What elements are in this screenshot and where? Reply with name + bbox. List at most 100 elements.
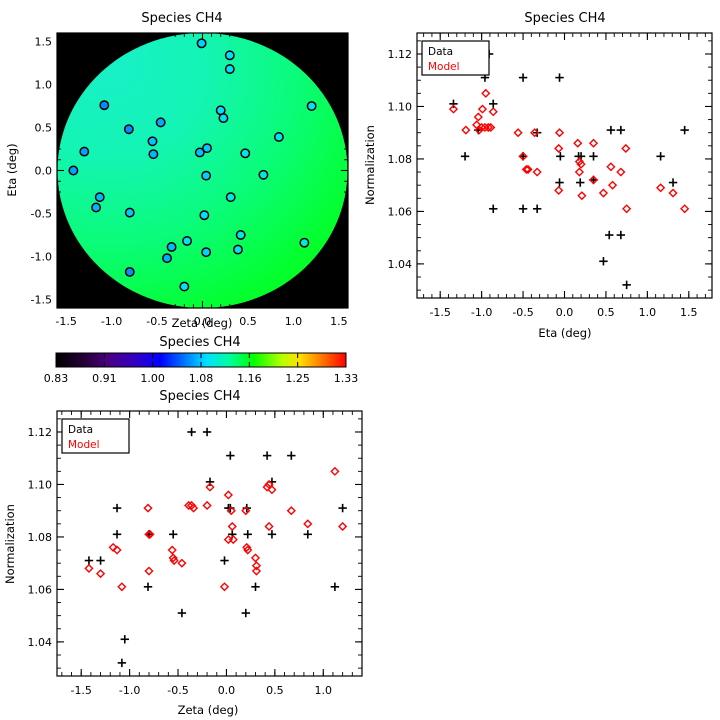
colorbar-ticks: [55, 353, 347, 367]
field-map-point: [233, 244, 243, 255]
data-point-marker: [616, 230, 626, 240]
field-map-point: [218, 113, 229, 124]
norm-zeta-ticks: [57, 411, 363, 676]
norm-zeta-legend: Data Model: [61, 418, 130, 454]
model-point-marker: [481, 88, 491, 98]
data-point-marker: [84, 556, 94, 565]
data-point-marker: [187, 427, 196, 437]
colorbar-tick-label: 1.25: [285, 372, 310, 385]
model-point-marker: [143, 503, 153, 513]
legend-box: [421, 40, 490, 76]
model-point-marker: [219, 582, 230, 592]
model-point-marker: [112, 545, 122, 555]
model-point-marker: [576, 159, 586, 169]
legend-model-label: Model: [68, 439, 100, 451]
field-map-point: [179, 281, 190, 292]
model-point-marker: [227, 521, 237, 532]
model-point-marker: [145, 529, 155, 539]
x-tick-label: -0.5: [512, 306, 533, 319]
x-tick-label: 1.0: [315, 684, 333, 697]
data-point-marker: [220, 556, 229, 565]
data-point-marker: [96, 556, 105, 565]
norm-zeta-tick-labels: -1.5 -1.0 -0.5 0.0 0.5 1.0 1.04 1.06 1.08 1.10 1.1…: [28, 426, 333, 697]
data-point-marker: [622, 280, 631, 290]
data-point-marker: [576, 178, 585, 187]
y-tick-label: 1.12: [388, 48, 413, 61]
model-point-marker: [486, 122, 496, 133]
field-map-point: [68, 165, 79, 176]
model-point-marker: [226, 506, 236, 516]
data-point-marker: [589, 152, 598, 161]
data-point-marker: [555, 73, 564, 82]
model-point-marker: [223, 490, 233, 500]
panel-norm-vs-eta: Species CH4 -1.5 -1.0 -0.5 0.0 0.5 1.0 1.5 1.04…: [360, 0, 720, 345]
model-point-marker: [167, 545, 177, 555]
x-tick-label: -0.5: [167, 684, 188, 697]
model-point-marker: [108, 542, 118, 553]
model-point-marker: [303, 519, 313, 529]
model-point-marker: [532, 167, 542, 177]
model-point-marker: [521, 164, 531, 175]
field-map-point: [199, 210, 210, 221]
norm-eta-svg: Species CH4 -1.5 -1.0 -0.5 0.0 0.5 1.0 1.5 1.04…: [363, 11, 713, 340]
model-point-marker: [202, 500, 212, 511]
x-tick-label: 0.0: [194, 315, 212, 328]
data-point-marker: [251, 582, 260, 591]
field-map-point: [194, 147, 205, 158]
x-tick-label: 0.5: [266, 684, 284, 697]
field-map-point: [94, 192, 105, 203]
y-tick-label: 1.04: [388, 258, 413, 271]
model-point-marker: [144, 566, 154, 576]
model-point-marker: [483, 122, 493, 133]
y-tick-label: -1.5: [31, 293, 52, 306]
model-point-marker: [577, 191, 587, 201]
y-tick-label: -1.0: [31, 250, 52, 263]
panel-norm-vs-zeta: Species CH4 -1.5 -1.0 -0.5 0.0 0.5 1.0 1.04 1.0…: [0, 382, 400, 720]
x-tick-label: 0.5: [597, 306, 615, 319]
data-point-marker: [241, 608, 251, 618]
field-map-point: [225, 192, 236, 203]
colorbar-tick-label: 0.83: [44, 372, 69, 385]
y-tick-label: 1.06: [28, 583, 53, 596]
data-point-marker: [532, 204, 542, 213]
y-tick-label: 1.08: [388, 153, 413, 166]
data-point-marker: [303, 530, 312, 539]
field-map-point: [124, 207, 135, 218]
model-point-marker: [169, 555, 179, 566]
data-point-marker: [449, 99, 458, 109]
field-map-point: [155, 117, 166, 128]
colorbar-svg: Species CH4 0.83 0.91 1.00 1.08 1.16 1.25 1.33: [44, 335, 359, 385]
model-point-marker: [573, 138, 583, 148]
model-point-marker: [262, 482, 272, 492]
field-map-point: [224, 64, 235, 75]
model-point-marker: [488, 107, 498, 117]
norm-eta-ylabel: Normalization: [363, 125, 377, 205]
model-point-marker: [473, 112, 483, 122]
model-point-marker: [668, 188, 678, 198]
colorbar-tick-label: 1.08: [189, 372, 214, 385]
field-map-point: [148, 149, 159, 160]
norm-zeta-title: Species CH4: [159, 389, 240, 404]
model-point-marker: [622, 204, 632, 214]
model-point-marker: [95, 569, 106, 579]
model-point-marker: [177, 558, 187, 568]
norm-zeta-svg: Species CH4 -1.5 -1.0 -0.5 0.0 0.5 1.0 1.04 1.0…: [3, 389, 363, 717]
x-tick-label: 1.0: [285, 315, 303, 328]
model-point-marker: [606, 162, 616, 172]
data-point-marker: [338, 503, 347, 513]
data-point-marker: [267, 530, 277, 539]
data-point-marker: [243, 530, 252, 539]
data-point-marker: [599, 257, 608, 266]
model-point-marker: [554, 185, 564, 196]
norm-eta-title: Species CH4: [524, 11, 605, 26]
colorbar-tick-label: 0.91: [92, 372, 117, 385]
data-point-marker: [605, 230, 614, 240]
norm-zeta-ylabel: Normalization: [3, 504, 17, 584]
field-map-point: [123, 124, 134, 135]
field-map-point: [196, 38, 207, 49]
legend-data-label: Data: [68, 424, 93, 436]
model-point-marker: [607, 180, 618, 190]
model-point-marker: [588, 138, 599, 148]
y-tick-label: 1.0: [35, 79, 53, 92]
data-point-marker: [606, 125, 616, 135]
